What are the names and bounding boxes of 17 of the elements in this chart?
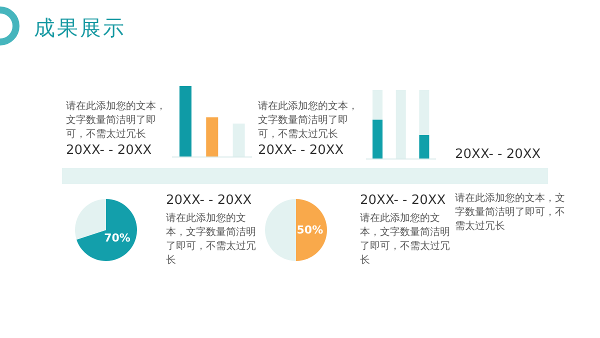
pie-slice xyxy=(296,199,327,261)
text: 成果展示 xyxy=(34,15,126,42)
data-label: 70% xyxy=(104,232,130,245)
pie-slice xyxy=(265,199,296,261)
text: 请在此添加您的文本，文字数量简洁明了即可，不需太过冗长 xyxy=(455,192,566,234)
text: 20XX- - 20XX xyxy=(360,192,447,210)
text: 20XX- - 20XX xyxy=(258,142,345,160)
pie-slice xyxy=(76,199,137,261)
text: 请在此添加您的文本，文字数量简洁明了即可，不需太过冗长 xyxy=(360,212,451,268)
text: 20XX- - 20XX xyxy=(455,146,542,164)
text: 20XX- - 20XX xyxy=(66,142,153,160)
text: 20XX- - 20XX xyxy=(166,192,253,210)
data-label: 50% xyxy=(296,224,324,236)
pie-slice xyxy=(75,199,106,240)
text: 请在此添加您的文本，文字数量简洁明了即可，不需太过冗长 xyxy=(258,100,359,142)
text: 请在此添加您的文本，文字数量简洁明了即可，不需太过冗长 xyxy=(166,212,257,268)
text: 请在此添加您的文本，文字数量简洁明了即可，不需太过冗长 xyxy=(66,100,167,142)
